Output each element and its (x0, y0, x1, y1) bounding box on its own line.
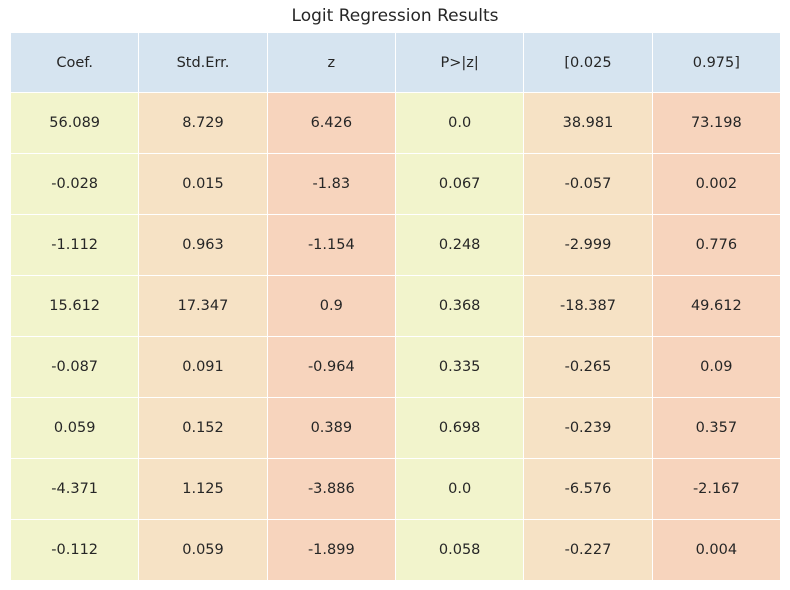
table-cell: 0.058 (394, 519, 525, 581)
table-cell: 0.963 (138, 214, 268, 276)
table-row: -0.112 0.059 -1.899 0.058 -0.227 0.004 (9, 519, 782, 581)
table-cell: 0.059 (9, 397, 140, 459)
table-cell: 73.198 (651, 92, 782, 154)
table-cell: -1.83 (266, 153, 396, 215)
column-header: [0.025 (523, 32, 653, 93)
table-cell: 0.0 (394, 458, 525, 520)
table-cell: 0.002 (651, 153, 782, 215)
results-table-container: Coef. Std.Err. z P>|z| [0.025 0.975] 56.089 8.… (9, 32, 782, 581)
table-cell: 0.004 (651, 519, 782, 581)
table-cell: -0.265 (523, 336, 653, 398)
table-cell: -18.387 (523, 275, 653, 337)
table-cell: 15.612 (9, 275, 140, 337)
table-cell: 0.9 (266, 275, 396, 337)
table-cell: 0.248 (394, 214, 525, 276)
table-cell: 56.089 (9, 92, 140, 154)
table-cell: -6.576 (523, 458, 653, 520)
table-row: -4.371 1.125 -3.886 0.0 -6.576 -2.167 (9, 458, 782, 520)
table-cell: -0.964 (266, 336, 396, 398)
table-row: -0.087 0.091 -0.964 0.335 -0.265 0.09 (9, 336, 782, 398)
column-header: P>|z| (394, 32, 525, 93)
table-cell: -2.167 (651, 458, 782, 520)
column-header: Std.Err. (138, 32, 268, 93)
table-cell: 0.0 (394, 92, 525, 154)
table-cell: -1.112 (9, 214, 140, 276)
table-cell: 0.152 (138, 397, 268, 459)
table-cell: 6.426 (266, 92, 396, 154)
table-cell: 0.389 (266, 397, 396, 459)
column-header: 0.975] (651, 32, 782, 93)
table-cell: -4.371 (9, 458, 140, 520)
table-cell: 0.368 (394, 275, 525, 337)
table-cell: -0.057 (523, 153, 653, 215)
table-cell: 0.335 (394, 336, 525, 398)
table-cell: 8.729 (138, 92, 268, 154)
table-row: 0.059 0.152 0.389 0.698 -0.239 0.357 (9, 397, 782, 459)
table-cell: 49.612 (651, 275, 782, 337)
table-cell: -0.028 (9, 153, 140, 215)
table-cell: -0.112 (9, 519, 140, 581)
table-cell: -0.227 (523, 519, 653, 581)
table-row: -1.112 0.963 -1.154 0.248 -2.999 0.776 (9, 214, 782, 276)
results-table: Coef. Std.Err. z P>|z| [0.025 0.975] 56.089 8.… (9, 32, 782, 581)
table-cell: -1.899 (266, 519, 396, 581)
table-cell: 0.698 (394, 397, 525, 459)
table-cell: 0.059 (138, 519, 268, 581)
table-row: 56.089 8.729 6.426 0.0 38.981 73.198 (9, 92, 782, 154)
chart-title: Logit Regression Results (291, 6, 499, 26)
table-cell: -3.886 (266, 458, 396, 520)
column-header: Coef. (9, 32, 140, 93)
table-cell: -1.154 (266, 214, 396, 276)
table-cell: 0.776 (651, 214, 782, 276)
table-cell: 0.09 (651, 336, 782, 398)
table-row: 15.612 17.347 0.9 0.368 -18.387 49.612 (9, 275, 782, 337)
table-cell: -2.999 (523, 214, 653, 276)
table-cell: 1.125 (138, 458, 268, 520)
table-body: 56.089 8.729 6.426 0.0 38.981 73.198 -0.028 0.0… (9, 92, 782, 581)
table-cell: 0.067 (394, 153, 525, 215)
table-cell: 17.347 (138, 275, 268, 337)
table-cell: 0.015 (138, 153, 268, 215)
table-row: -0.028 0.015 -1.83 0.067 -0.057 0.002 (9, 153, 782, 215)
table-cell: -0.087 (9, 336, 140, 398)
table-cell: 0.357 (651, 397, 782, 459)
header-row: Coef. Std.Err. z P>|z| [0.025 0.975] (9, 32, 782, 93)
table-cell: -0.239 (523, 397, 653, 459)
table-cell: 0.091 (138, 336, 268, 398)
column-header: z (266, 32, 396, 93)
table-cell: 38.981 (523, 92, 653, 154)
